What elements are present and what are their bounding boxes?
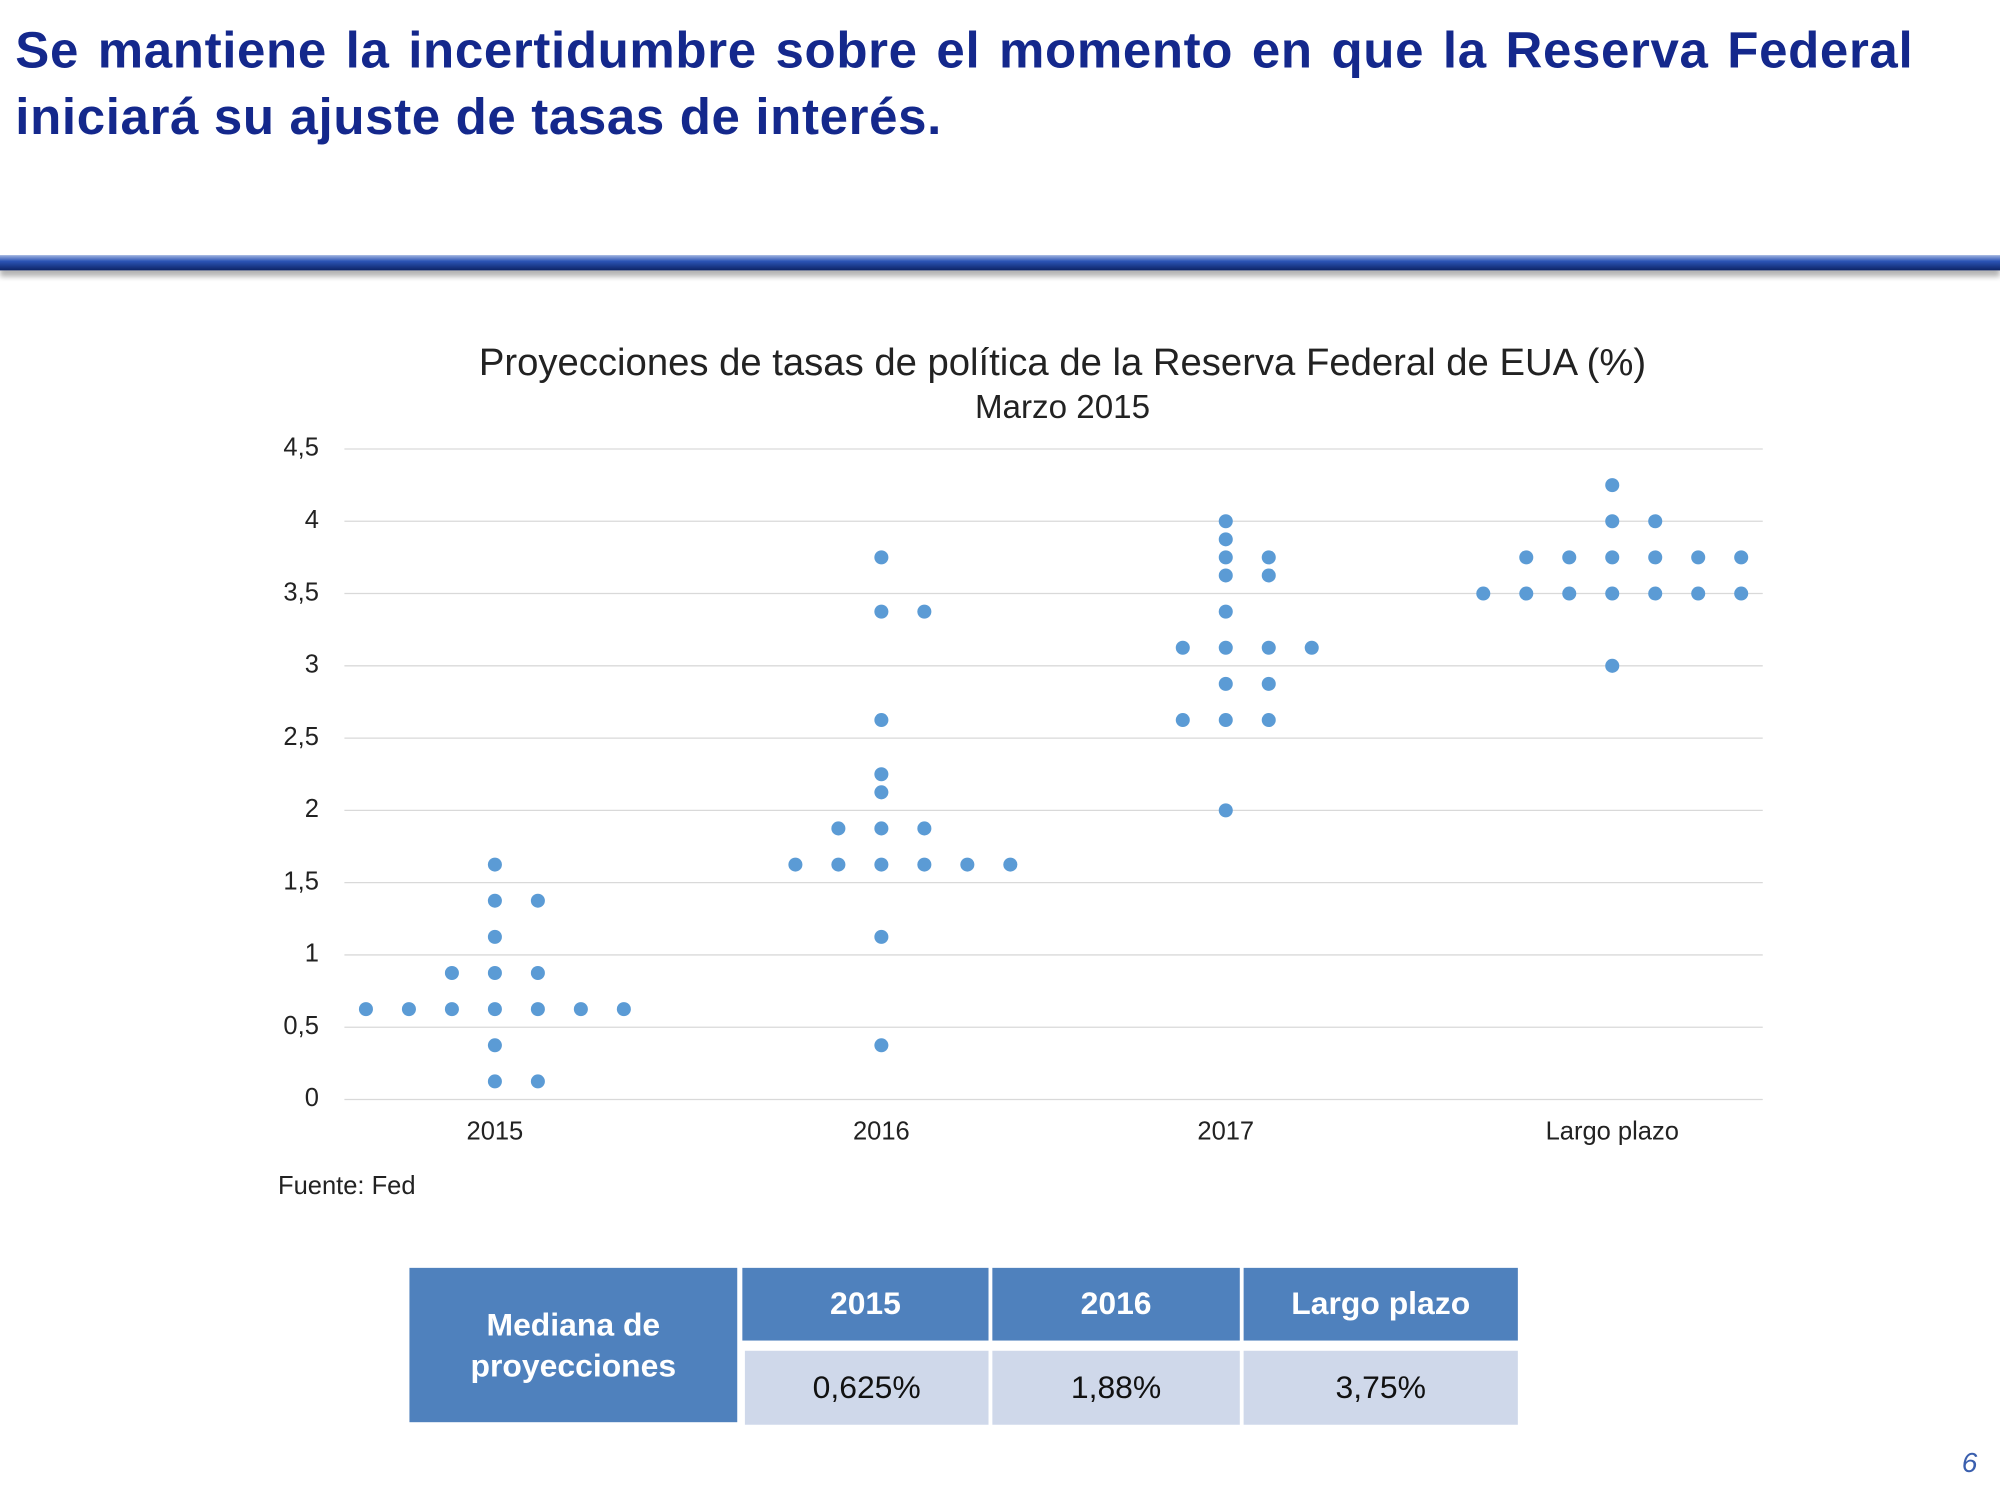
y-tick-label: 0 [305,1084,319,1112]
dot [1218,803,1233,818]
dot [1648,586,1663,601]
table-value: 3,75% [1243,1350,1518,1425]
dot [1605,514,1620,529]
y-tick-label: 1 [305,940,319,968]
dot [874,604,889,619]
x-tick-label: 2017 [1197,1117,1254,1145]
dot [1261,713,1276,728]
dot [487,857,502,872]
dot [874,857,889,872]
dot [874,821,889,836]
table-value: 1,88% [992,1350,1240,1425]
dot [487,1074,502,1089]
y-tick-label: 2,5 [283,723,318,751]
dot [1734,586,1749,601]
dot [616,1002,631,1017]
dot [487,965,502,981]
dot [530,965,545,981]
dot [444,1002,459,1017]
dot [1175,713,1190,728]
dot [1519,550,1534,565]
dot [1734,550,1749,565]
dot [1691,586,1706,601]
dot [874,785,889,800]
dot [917,857,932,872]
dot [1691,550,1706,565]
chart-subtitle: Marzo 2015 [975,389,1150,426]
dot [874,929,889,944]
dot [917,821,932,836]
y-tick-label: 2 [305,795,319,823]
dot [1218,568,1233,583]
dot [487,1002,502,1017]
x-tick-label: 2016 [853,1117,910,1145]
y-tick-label: 3,5 [283,578,318,606]
dot [530,1074,545,1089]
y-tick-label: 3 [305,651,319,679]
dot [1218,604,1233,619]
slide-title: Se mantiene la incertidumbre sobre el mo… [15,22,1914,146]
row-header: Mediana de proyecciones [409,1267,738,1423]
dot [487,893,502,908]
dot [1261,676,1276,691]
dot [960,857,975,872]
dot [1175,640,1190,655]
dot [530,893,545,908]
x-tick-label: 2015 [467,1117,524,1145]
dot [444,965,459,981]
dot [1519,586,1534,601]
dot [1218,514,1233,529]
chart: Proyecciones de tasas de política de la … [278,341,1763,1200]
dot [1605,586,1620,601]
dot [487,1038,502,1053]
dot [874,767,889,782]
dot [1218,713,1233,728]
dot [1562,550,1577,565]
dot [1218,532,1233,547]
dot [358,1002,373,1017]
title-rule [0,255,2000,271]
dot [917,604,932,619]
dot [487,929,502,944]
y-tick-label: 0,5 [283,1012,318,1040]
dot [1605,478,1620,493]
dot [874,550,889,565]
dot [530,1002,545,1017]
page-number: 6 [1961,1446,1978,1479]
dot [874,1038,889,1053]
source-note: Fuente: Fed [278,1172,415,1200]
y-tick-label: 4 [305,506,319,534]
dot [1605,550,1620,565]
dot [1304,640,1319,655]
dot [1476,586,1491,601]
chart-title: Proyecciones de tasas de política de la … [479,341,1646,384]
dot [874,713,889,728]
column-header: Largo plazo [1243,1267,1518,1341]
dot [401,1002,416,1017]
x-tick-label: Largo plazo [1546,1117,1679,1145]
dot [1218,676,1233,691]
dot [1218,640,1233,655]
y-tick-label: 1,5 [283,867,318,895]
dot [1562,586,1577,601]
dot [1605,658,1620,673]
dot [831,821,846,836]
dot [1261,568,1276,583]
dot [831,857,846,872]
dot [1648,514,1663,529]
column-header: 2016 [992,1267,1240,1341]
dot [788,857,803,872]
dot [1218,550,1233,565]
dot [1261,640,1276,655]
dot [1648,550,1663,565]
y-tick-label: 4,5 [283,434,318,462]
column-header: 2015 [742,1267,989,1341]
dot [1261,550,1276,565]
dot [573,1002,588,1017]
dot [1003,857,1018,872]
table-value: 0,625% [744,1350,989,1425]
